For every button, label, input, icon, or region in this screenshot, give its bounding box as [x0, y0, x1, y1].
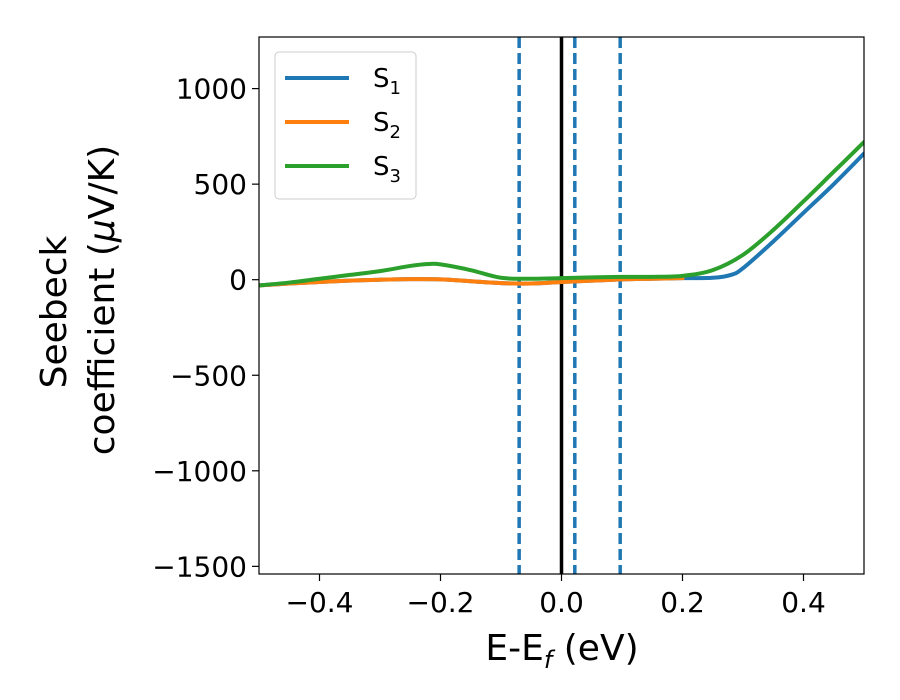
x-tick-label: −0.4	[286, 586, 354, 619]
y-tick-label: −1500	[152, 550, 247, 583]
series-line-s3	[259, 140, 864, 288]
y-axis-label-line2: coefficient (μV/K)	[82, 145, 123, 455]
y-tick-label: 0	[229, 264, 247, 297]
x-axis-label: E-Ef (eV)	[485, 628, 638, 674]
legend-label-s1: S1	[373, 64, 401, 99]
y-tick-label: 500	[194, 168, 247, 201]
y-axis-label-line1: Seebeck	[34, 235, 75, 388]
y-tick-label: −1000	[152, 455, 247, 488]
series-line-s2	[259, 276, 685, 288]
x-tick-label: −0.2	[407, 586, 475, 619]
legend: S1 S2 S3	[274, 51, 417, 200]
legend-box	[274, 51, 417, 200]
legend-label-s2: S2	[373, 108, 401, 143]
x-tick-label: 0.0	[539, 586, 584, 619]
y-tick-label: −500	[170, 359, 247, 392]
x-tick-label: 0.2	[660, 586, 705, 619]
x-tick-label: 0.4	[781, 586, 826, 619]
legend-label-s3: S3	[373, 152, 401, 187]
y-tick-label: 1000	[176, 73, 247, 106]
y-axis-label: Seebeck coefficient (μV/K)	[34, 145, 123, 455]
